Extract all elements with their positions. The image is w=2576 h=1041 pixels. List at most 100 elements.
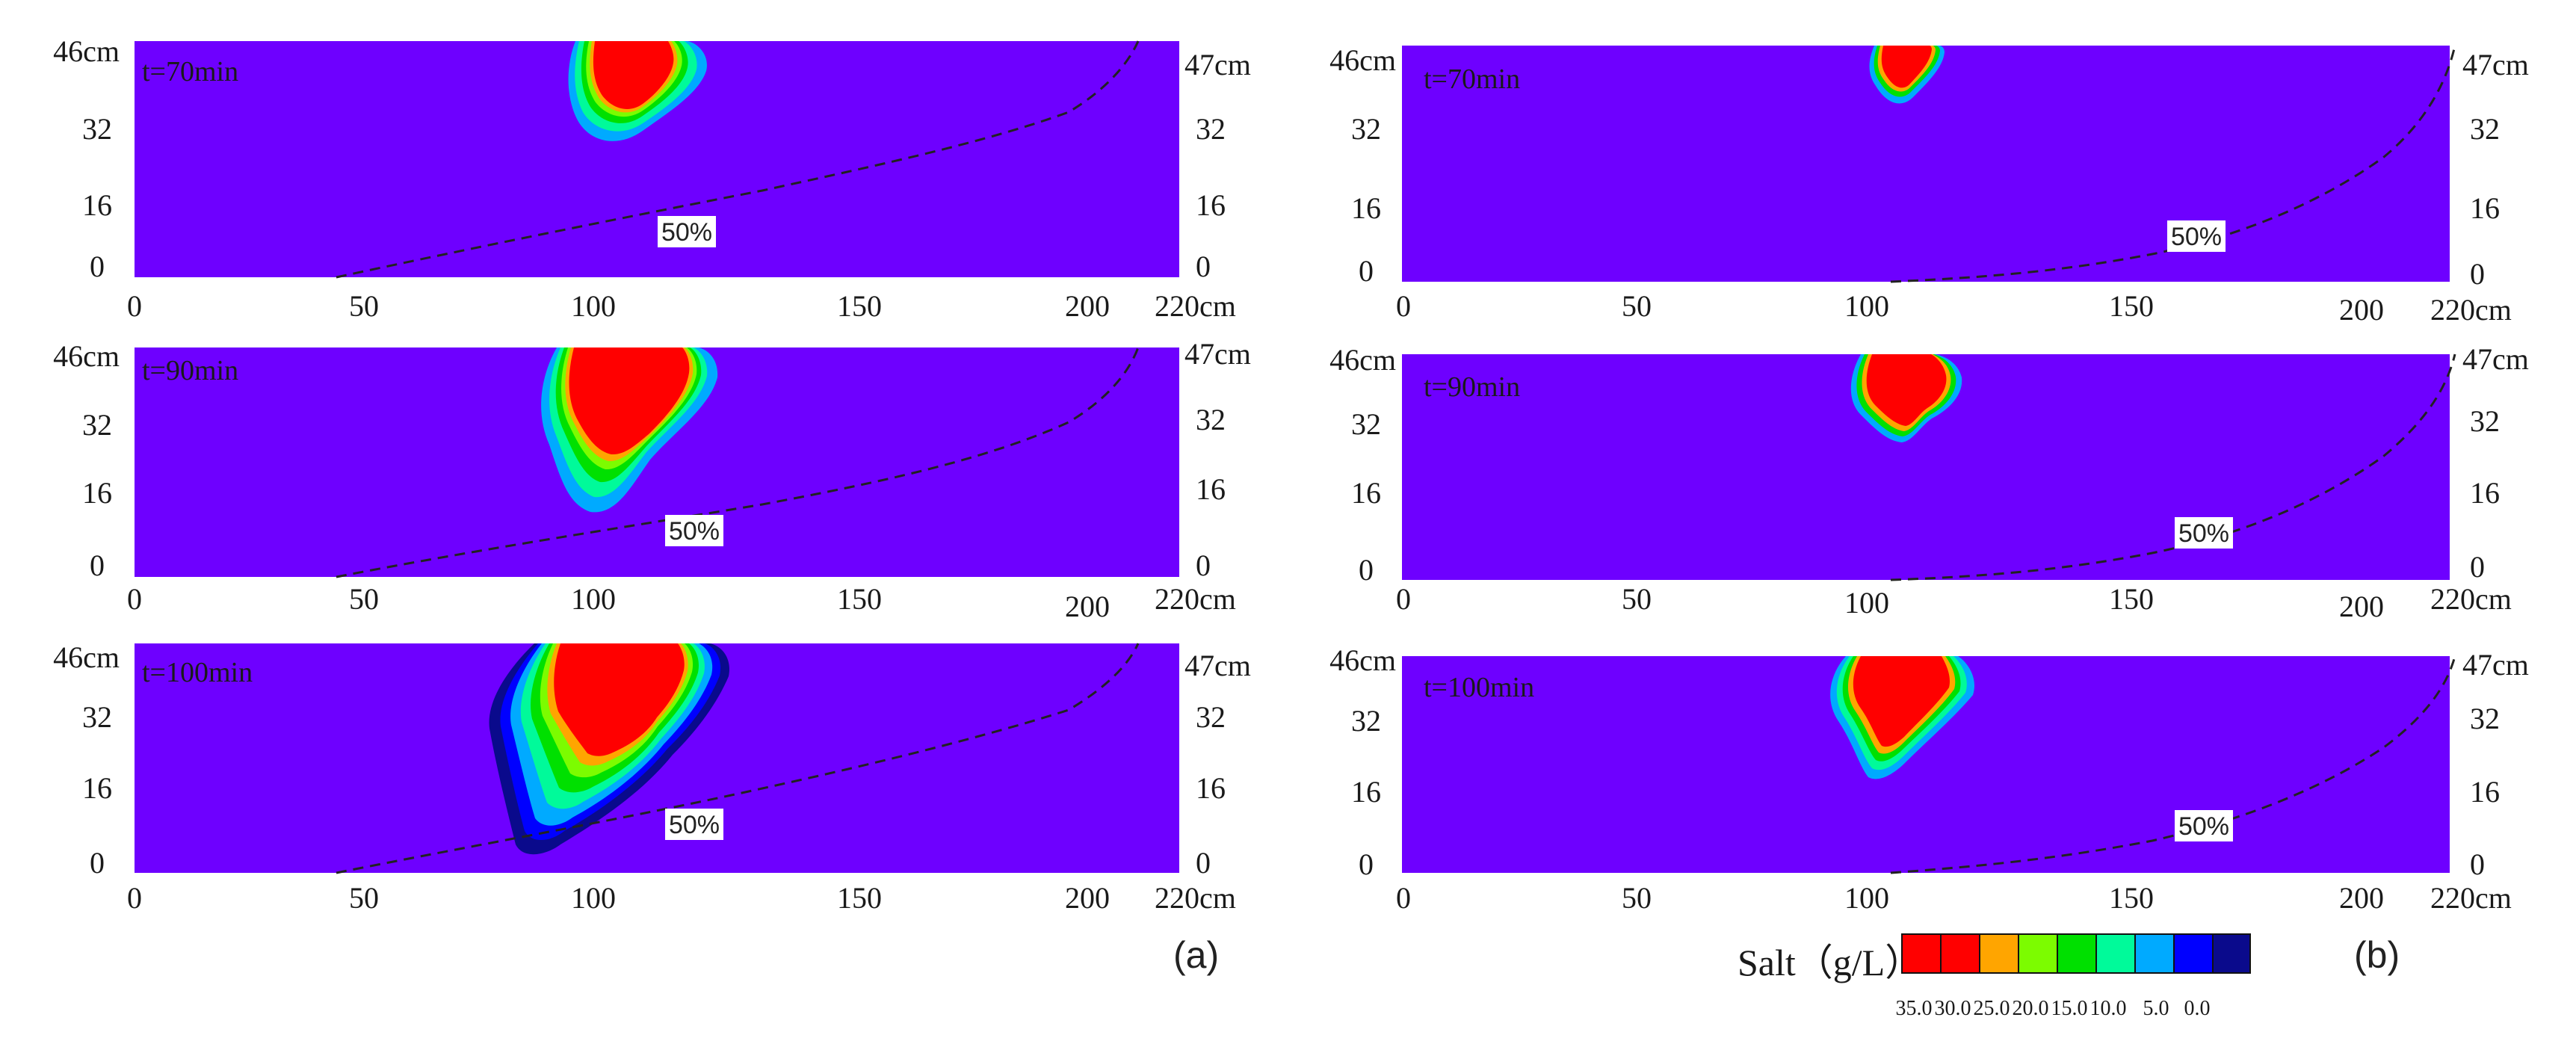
legend-tick-label: 20.0: [2013, 997, 2049, 1020]
right-y-axis-b-1: 47cm 32 16 0: [2462, 48, 2529, 291]
fifty-percent-line-a-2: [336, 347, 1140, 578]
right-y-tick-label: 0: [2470, 847, 2485, 881]
panel-b-row-1: 50% t=70min 46cm 32 16 0 47cm 32 16 0 0 …: [1329, 43, 2529, 327]
left-y-tick-label: 32: [1351, 112, 1381, 146]
legend-tick-label: 35.0: [1896, 997, 1933, 1020]
left-y-tick-label: 46cm: [1329, 643, 1396, 677]
left-y-tick-label: 46cm: [53, 34, 120, 68]
time-label-a-2: t=90min: [142, 355, 238, 386]
salt-legend: Salt（g/L） 35.0 30.0 25.0 20.0 15.0 10.0 …: [1738, 933, 2251, 1020]
right-y-tick-label: 47cm: [1184, 649, 1251, 682]
legend-tick-label: 15.0: [2051, 997, 2088, 1020]
line-label-a-2: 50%: [669, 517, 720, 546]
salt-plume-b-2: [1850, 354, 1962, 442]
x-tick-label: 100: [571, 582, 616, 616]
x-tick-label: 100: [1844, 289, 1889, 323]
x-tick-label: 150: [837, 881, 882, 915]
legend-swatch: [2212, 933, 2251, 974]
x-tick-label: 50: [1622, 881, 1652, 915]
left-y-axis-a-2: 46cm 32 16 0: [53, 339, 120, 582]
plume-contour-red: [593, 41, 674, 109]
right-y-tick-label: 16: [2470, 191, 2500, 225]
legend-tick-label: 5.0: [2143, 997, 2169, 1020]
legend-swatch: [1979, 933, 2019, 974]
x-tick-label: 50: [1622, 582, 1652, 616]
x-tick-label: 0: [1396, 881, 1411, 915]
time-label-b-2: t=90min: [1424, 371, 1520, 403]
right-y-tick-label: 16: [1196, 472, 1226, 506]
left-y-tick-label: 32: [82, 408, 112, 442]
plume-contour-red: [569, 347, 690, 455]
x-tick-label: 150: [2109, 582, 2154, 616]
right-y-axis-a-2: 47cm 32 16 0: [1184, 337, 1251, 582]
right-y-tick-label: 16: [2470, 476, 2500, 510]
left-y-tick-label: 16: [1351, 476, 1381, 510]
right-y-tick-label: 32: [2470, 112, 2500, 146]
legend-title: Salt（g/L）: [1738, 942, 1922, 983]
time-label-a-1: t=70min: [142, 56, 238, 87]
time-label-a-3: t=100min: [142, 657, 253, 688]
left-y-tick-label: 0: [90, 549, 105, 582]
x-tick-label: 200: [1065, 590, 1110, 623]
x-tick-label: 200: [2339, 881, 2384, 915]
legend-tick-label: 25.0: [1974, 997, 2010, 1020]
legend-swatch: [2173, 933, 2214, 974]
x-tick-label: 100: [1844, 881, 1889, 915]
x-tick-label: 220cm: [2430, 881, 2512, 915]
right-y-tick-label: 47cm: [2462, 48, 2529, 81]
right-y-tick-label: 32: [2470, 702, 2500, 735]
plume-contour-red: [554, 643, 685, 756]
right-y-tick-label: 0: [1196, 846, 1211, 880]
legend-swatch: [1901, 933, 1942, 974]
line-label-b-3: 50%: [2178, 812, 2229, 841]
right-y-tick-label: 0: [2470, 550, 2485, 584]
x-tick-label: 50: [349, 881, 379, 915]
plume-contour-red: [1853, 656, 1950, 747]
right-y-axis-b-3: 47cm 32 16 0: [2462, 648, 2529, 881]
right-y-tick-label: 47cm: [2462, 648, 2529, 682]
left-y-tick-label: 32: [1351, 704, 1381, 738]
line-label-b-1: 50%: [2171, 223, 2222, 251]
left-y-axis-b-2: 46cm 32 16 0: [1329, 343, 1396, 587]
time-label-b-3: t=100min: [1424, 672, 1534, 703]
x-tick-label: 0: [127, 289, 142, 323]
right-y-tick-label: 0: [2470, 257, 2485, 291]
x-tick-label: 50: [349, 289, 379, 323]
salt-plume-b-3: [1830, 656, 1974, 779]
left-y-tick-label: 46cm: [1329, 43, 1396, 77]
left-y-tick-label: 46cm: [53, 640, 120, 674]
right-y-tick-label: 16: [1196, 771, 1226, 805]
legend-tick-label: 0.0: [2184, 997, 2211, 1020]
x-tick-label: 0: [127, 582, 142, 616]
left-y-axis-b-1: 46cm 32 16 0: [1329, 43, 1396, 288]
x-tick-label: 0: [1396, 289, 1411, 323]
x-axis-a-2: 0 50 100 150 200 220cm: [127, 582, 1236, 623]
line-label-box-a-3: [665, 809, 723, 840]
legend-swatch: [1940, 933, 1980, 974]
x-axis-b-1: 0 50 100 150 200 220cm: [1396, 289, 2512, 327]
x-tick-label: 150: [2109, 289, 2154, 323]
x-tick-label: 50: [1622, 289, 1652, 323]
right-y-tick-label: 32: [1196, 403, 1226, 436]
right-y-tick-label: 32: [1196, 700, 1226, 734]
left-y-tick-label: 16: [1351, 775, 1381, 809]
right-y-axis-b-2: 47cm 32 16 0: [2462, 342, 2529, 584]
right-y-tick-label: 16: [1196, 188, 1226, 222]
time-label-b-1: t=70min: [1424, 64, 1520, 95]
left-y-tick-label: 16: [82, 771, 112, 805]
x-tick-label: 0: [127, 881, 142, 915]
x-tick-label: 220cm: [2430, 582, 2512, 616]
right-y-tick-label: 32: [2470, 404, 2500, 438]
x-tick-label: 220cm: [1155, 881, 1236, 915]
line-label-box-a-1: [658, 216, 716, 247]
x-tick-label: 220cm: [1155, 289, 1236, 323]
salt-plume-a-2: [541, 347, 718, 513]
right-y-tick-label: 0: [1196, 250, 1211, 283]
x-tick-label: 150: [837, 289, 882, 323]
x-axis-a-1: 0 50 100 150 200 220cm: [127, 289, 1236, 323]
line-label-box-b-3: [2175, 810, 2233, 841]
left-y-tick-label: 0: [1359, 254, 1374, 288]
right-y-tick-label: 0: [1196, 549, 1211, 582]
left-y-tick-label: 32: [82, 112, 112, 146]
